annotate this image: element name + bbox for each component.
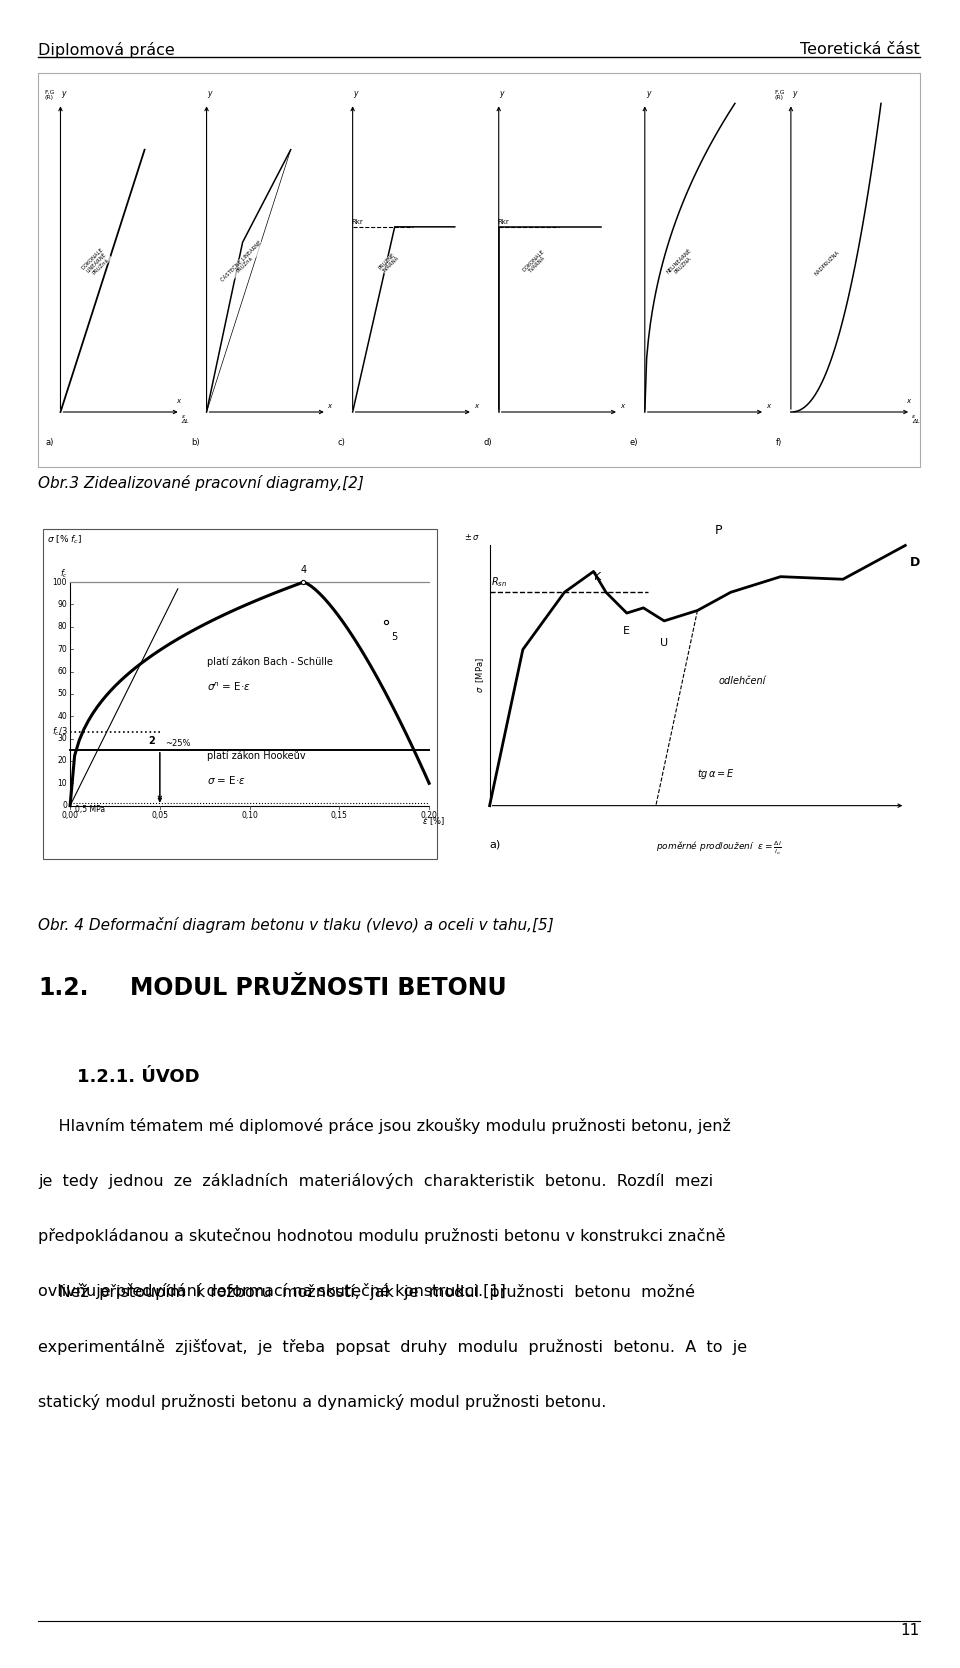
Text: Obr. 4 Deformační diagram betonu v tlaku (vlevo) a oceli v tahu,[5]: Obr. 4 Deformační diagram betonu v tlaku…: [38, 917, 554, 934]
Text: 60: 60: [58, 667, 67, 676]
Text: x: x: [327, 402, 332, 409]
Text: ovlivňuje předvídání deformací na skutečné konstrukci.[1]: ovlivňuje předvídání deformací na skuteč…: [38, 1283, 506, 1299]
Text: y: y: [207, 90, 212, 98]
Bar: [189, 87, 330, 454]
Text: Rkr: Rkr: [497, 219, 510, 225]
Text: D: D: [910, 555, 921, 569]
Text: platí zákon Hookeův: platí zákon Hookeův: [206, 751, 305, 761]
Text: x: x: [906, 397, 910, 404]
Text: 0,00: 0,00: [61, 811, 79, 819]
Text: statický modul pružnosti betonu a dynamický modul pružnosti betonu.: statický modul pružnosti betonu a dynami…: [38, 1394, 607, 1411]
Text: Hlavním tématem mé diplomové práce jsou zkoušky modulu pružnosti betonu, jenž: Hlavním tématem mé diplomové práce jsou …: [38, 1118, 732, 1134]
Text: 20: 20: [58, 757, 67, 766]
Text: y: y: [499, 90, 504, 98]
Text: a): a): [45, 439, 54, 447]
Text: odlehčení: odlehčení: [718, 676, 765, 686]
Text: MODUL PRUŽNOSTI BETONU: MODUL PRUŽNOSTI BETONU: [130, 976, 506, 999]
Text: 10: 10: [58, 779, 67, 787]
Bar: [466, 529, 915, 859]
Text: 0: 0: [62, 801, 67, 811]
Text: 80: 80: [58, 622, 67, 631]
Text: 0,15: 0,15: [331, 811, 348, 819]
Text: $\pm\,\sigma$: $\pm\,\sigma$: [465, 532, 480, 542]
Text: $\varepsilon$ [%]: $\varepsilon$ [%]: [422, 816, 445, 827]
Text: $f_c$: $f_c$: [60, 569, 68, 580]
Bar: [628, 87, 769, 454]
Text: PRUŽNĚ
TVÁRNÁ: PRUŽNĚ TVÁRNÁ: [378, 252, 400, 274]
Text: a): a): [490, 839, 501, 849]
Text: f): f): [776, 439, 781, 447]
Text: x: x: [766, 402, 770, 409]
Text: x: x: [473, 402, 478, 409]
Text: DOKONALE
LINEÁRNĚ
PRUŽná: DOKONALE LINEÁRNĚ PRUŽná: [81, 247, 112, 279]
Text: ε
ΔL: ε ΔL: [181, 414, 189, 424]
Text: 5: 5: [391, 632, 397, 642]
Text: P: P: [714, 524, 722, 537]
Text: y: y: [792, 90, 797, 98]
Text: $\sigma$  [MPa]: $\sigma$ [MPa]: [474, 657, 486, 694]
Text: Diplomová práce: Diplomová práce: [38, 42, 175, 58]
Text: $\sigma$$^n$ = E·$\varepsilon$: $\sigma$$^n$ = E·$\varepsilon$: [206, 681, 251, 692]
Text: ~25%: ~25%: [165, 739, 190, 749]
Text: 0,5 MPa: 0,5 MPa: [75, 806, 105, 814]
Text: x: x: [176, 397, 180, 404]
Text: poměrné prodloužení  $\varepsilon = \frac{\Delta l}{l_o}$: poměrné prodloužení $\varepsilon = \frac…: [656, 839, 781, 857]
Text: $R_{sn}$: $R_{sn}$: [491, 575, 507, 589]
Text: E: E: [623, 627, 631, 637]
Text: 0,20: 0,20: [420, 811, 438, 819]
Text: 1.2.1. ÚVOD: 1.2.1. ÚVOD: [77, 1068, 200, 1086]
Bar: [43, 529, 437, 859]
Text: 1.2.: 1.2.: [38, 976, 89, 999]
Text: x: x: [620, 402, 624, 409]
Text: NELINEÁRNĚ
PRUŽNÁ: NELINEÁRNĚ PRUŽNÁ: [666, 247, 697, 279]
Text: $f_c$/3: $f_c$/3: [52, 726, 68, 739]
Text: ε
ΔL: ε ΔL: [912, 414, 920, 424]
Text: 0,10: 0,10: [241, 811, 258, 819]
Text: je  tedy  jednou  ze  základních  materiálových  charakteristik  betonu.  Rozdíl: je tedy jednou ze základních materiálový…: [38, 1173, 713, 1189]
Text: Teoretická část: Teoretická část: [800, 42, 920, 57]
Text: $\sigma$ [% $f_c$]: $\sigma$ [% $f_c$]: [47, 534, 83, 545]
Text: $tg\,\alpha = E$: $tg\,\alpha = E$: [697, 767, 735, 781]
Text: y: y: [353, 90, 358, 98]
Bar: [335, 87, 476, 454]
Text: 50: 50: [58, 689, 67, 699]
Text: U: U: [660, 637, 668, 647]
Text: Než  přistoupím  k rozboru  možností,  jak  je  modul  pružnosti  betonu  možné: Než přistoupím k rozboru možností, jak j…: [38, 1284, 695, 1301]
Text: d): d): [483, 439, 492, 447]
Text: NADPRUŽNÁ: NADPRUŽNÁ: [814, 250, 841, 277]
Text: F,G
(R): F,G (R): [44, 90, 55, 100]
Text: platí zákon Bach - Schülle: platí zákon Bach - Schülle: [206, 657, 332, 667]
Text: předpokládanou a skutečnou hodnotou modulu pružnosti betonu v konstrukci značně: předpokládanou a skutečnou hodnotou modu…: [38, 1228, 726, 1244]
Text: K: K: [593, 572, 601, 582]
Text: DOKONALE
TVÁRNÁ: DOKONALE TVÁRNÁ: [521, 249, 549, 277]
Text: Obr.3 Zidealizované pracovní diagramy,[2]: Obr.3 Zidealizované pracovní diagramy,[2…: [38, 475, 364, 492]
Text: $\sigma$ = E·$\varepsilon$: $\sigma$ = E·$\varepsilon$: [206, 774, 246, 786]
Text: Rkr: Rkr: [351, 219, 364, 225]
Bar: [481, 87, 623, 454]
Text: experimentálně  zjišťovat,  je  třeba  popsat  druhy  modulu  pružnosti  betonu.: experimentálně zjišťovat, je třeba popsa…: [38, 1339, 748, 1356]
Bar: [38, 73, 920, 467]
Text: y: y: [61, 90, 66, 98]
Text: 90: 90: [58, 600, 67, 609]
Text: c): c): [337, 439, 346, 447]
Text: b): b): [191, 439, 200, 447]
Text: 4: 4: [300, 565, 306, 575]
Text: F,G
(R): F,G (R): [775, 90, 785, 100]
Text: 100: 100: [53, 577, 67, 587]
Text: 0,05: 0,05: [152, 811, 168, 819]
Text: y: y: [646, 90, 650, 98]
Text: ČÁSTEČNĚ LINEÁRNĚ
PRUŽná: ČÁSTEČNĚ LINEÁRNĚ PRUŽná: [220, 240, 266, 287]
Bar: [774, 87, 915, 454]
Text: 70: 70: [58, 646, 67, 654]
Text: 30: 30: [58, 734, 67, 742]
Text: e): e): [630, 439, 638, 447]
Text: 11: 11: [900, 1623, 920, 1638]
Text: 40: 40: [58, 712, 67, 721]
Bar: [43, 87, 184, 454]
Text: 2: 2: [148, 737, 155, 747]
Bar: [38, 520, 920, 909]
